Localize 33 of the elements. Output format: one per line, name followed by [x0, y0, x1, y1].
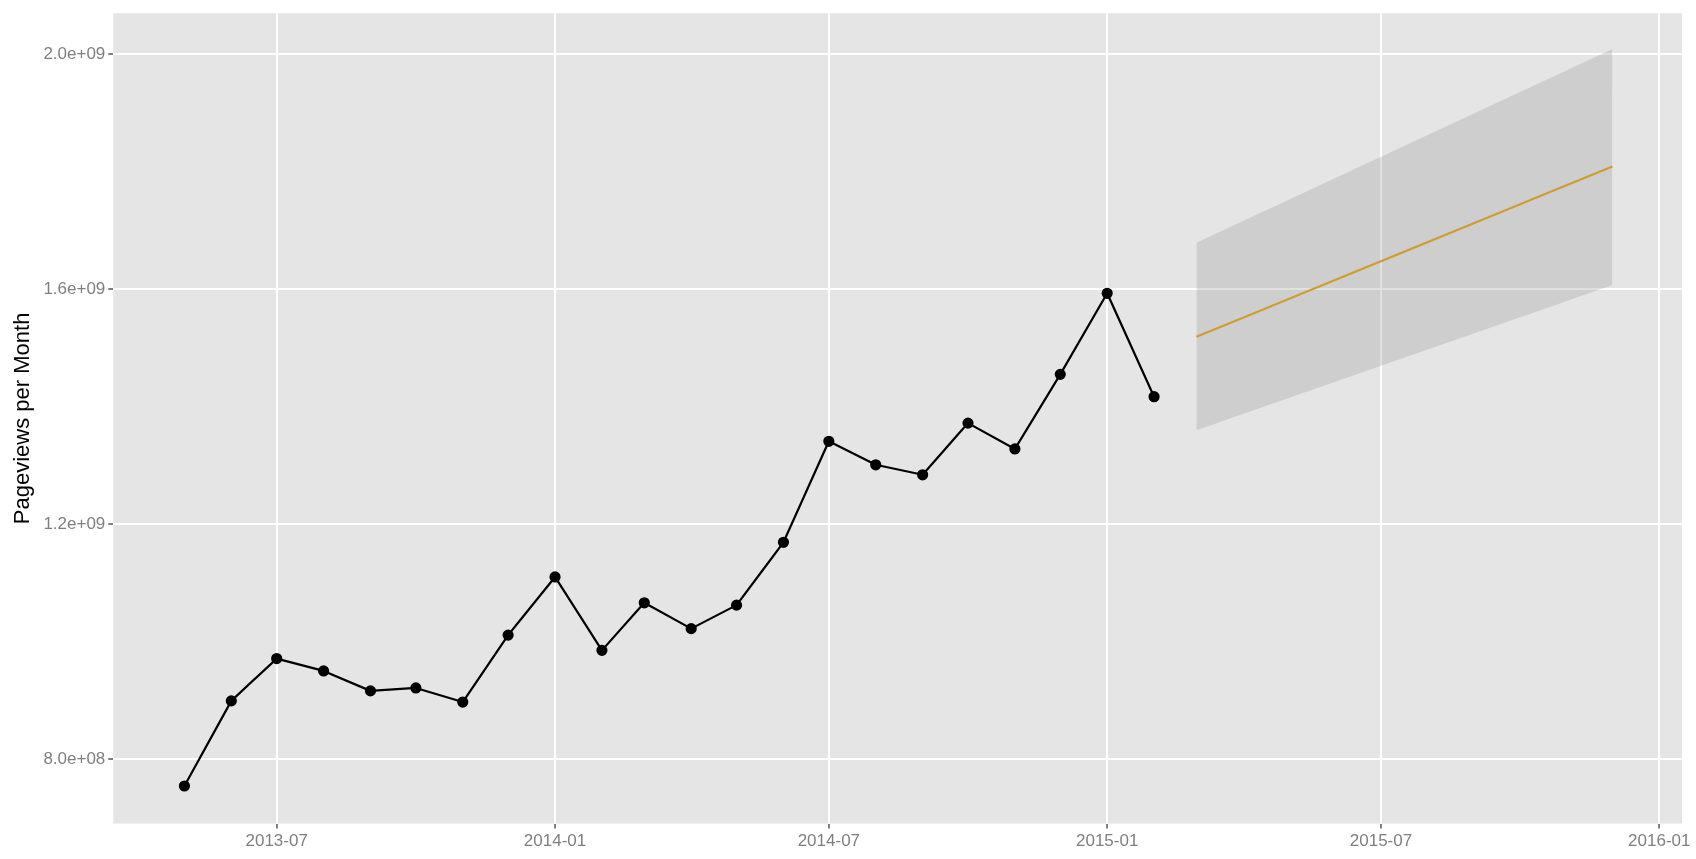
point — [1054, 368, 1066, 380]
x-tick-label: 2013-07 — [245, 831, 308, 851]
x-tick-label: 2015-07 — [1349, 831, 1413, 851]
x-tick-label: 2015-01 — [1075, 831, 1139, 851]
point — [317, 665, 330, 677]
point — [178, 780, 191, 792]
point — [457, 696, 469, 708]
point — [364, 685, 377, 697]
y-tick-label: 1.6e+09 — [43, 278, 106, 298]
y-axis-title: Pageviews per Month — [9, 312, 35, 525]
point — [225, 695, 237, 707]
point — [1148, 391, 1160, 403]
x-tick-label: 2014-07 — [797, 831, 861, 851]
point — [823, 435, 835, 447]
y-tick-label: 2.0e+09 — [43, 43, 106, 63]
point — [685, 623, 697, 635]
point — [549, 571, 561, 583]
point — [271, 652, 283, 665]
point — [596, 644, 608, 656]
x-tick-label: 2014-01 — [523, 831, 587, 851]
point — [410, 682, 422, 694]
point — [917, 469, 929, 481]
y-tick-label: 8.0e+08 — [43, 748, 106, 768]
point — [730, 599, 743, 611]
x-tick-label: 2016-01 — [1628, 831, 1691, 851]
y-tick-label: 1.2e+09 — [43, 513, 106, 533]
point — [1101, 287, 1113, 299]
point — [1009, 443, 1021, 455]
point — [502, 629, 514, 641]
point — [962, 417, 974, 429]
point — [870, 459, 882, 471]
point — [777, 536, 790, 548]
point — [638, 597, 650, 609]
